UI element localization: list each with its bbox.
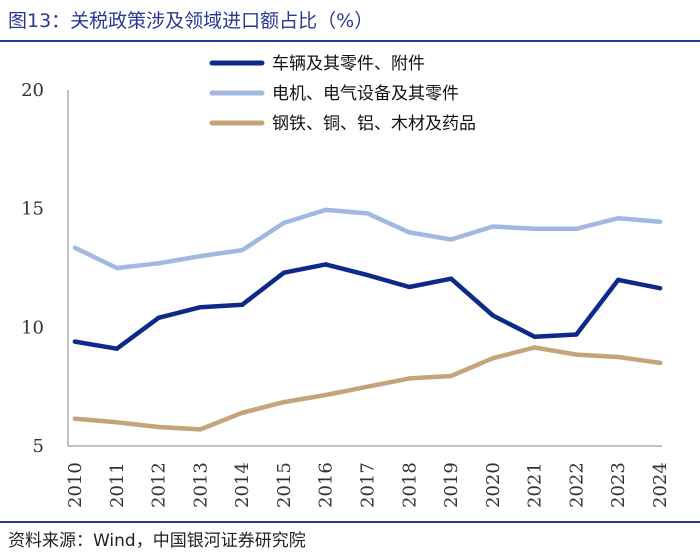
data-point: [365, 211, 370, 216]
data-point: [616, 216, 621, 221]
x-tick-label: 2015: [274, 462, 295, 508]
data-point: [323, 207, 328, 213]
data-point: [198, 427, 203, 432]
x-tick-label: 2016: [316, 462, 337, 508]
data-point: [239, 410, 245, 415]
x-tick-label: 2024: [650, 462, 671, 508]
legend-label: 电机、电气设备及其零件: [272, 84, 459, 104]
x-tick-label: 2013: [190, 462, 211, 508]
series-1: [72, 262, 663, 351]
data-point: [114, 265, 120, 271]
data-point: [532, 226, 537, 231]
data-point: [156, 424, 161, 430]
data-point: [323, 392, 328, 398]
data-point: [365, 272, 370, 278]
legend-label: 车辆及其零件、附件: [272, 54, 425, 74]
data-point: [407, 284, 412, 290]
data-point: [657, 360, 663, 366]
source-divider: [0, 521, 700, 523]
data-point: [72, 245, 78, 250]
data-point: [532, 345, 537, 350]
data-point: [198, 305, 203, 310]
x-tick-label: 2022: [566, 462, 587, 508]
y-tick-label: 5: [33, 436, 44, 457]
data-point: [574, 352, 579, 357]
chart-title: 图13：关税政策涉及领域进口额占比（%）: [8, 10, 374, 32]
x-tick-label: 2021: [525, 462, 546, 508]
x-tick-label: 2017: [358, 462, 379, 508]
data-point: [156, 315, 161, 320]
source-note: 资料来源：Wind，中国银河证券研究院: [8, 526, 306, 551]
x-tick-label: 2023: [608, 462, 629, 508]
x-tick-label: 2011: [107, 462, 128, 508]
data-point: [114, 420, 120, 425]
data-point: [114, 346, 120, 351]
series-2: [72, 207, 663, 271]
data-point: [365, 384, 370, 389]
data-point: [72, 416, 78, 421]
data-point: [574, 332, 579, 337]
line-chart: 5 10 15 20 2010 2011 2012 2013 2014 2015 2016 2017 2…: [21, 54, 671, 508]
chart-axes: 5 10 15 20 2010 2011 2012 2013 2014 2015 2016 2017 2…: [21, 80, 671, 508]
data-point: [281, 399, 287, 405]
x-tick-label: 2020: [483, 462, 504, 508]
data-point: [281, 270, 287, 275]
data-point: [323, 262, 328, 267]
data-point: [407, 230, 412, 235]
x-tick-label: 2010: [65, 462, 86, 508]
data-point: [657, 219, 663, 224]
series-layer: [72, 207, 663, 432]
y-tick-label: 15: [21, 199, 44, 220]
source-label: 资料来源：Wind，: [8, 531, 153, 551]
data-point: [490, 224, 496, 229]
data-point: [72, 339, 78, 344]
data-point: [490, 313, 496, 318]
data-point: [156, 261, 161, 266]
legend-item: 钢铁、铜、铝、木材及药品: [209, 114, 476, 134]
data-point: [616, 354, 621, 360]
series-line: [72, 207, 663, 271]
legend-label: 钢铁、铜、铝、木材及药品: [272, 114, 476, 134]
data-point: [448, 276, 454, 281]
x-tick-label: 2018: [399, 462, 420, 508]
data-point: [574, 226, 579, 231]
data-point: [448, 237, 454, 242]
data-point: [239, 302, 245, 307]
y-tick-label: 10: [21, 317, 44, 338]
x-tick-label: 2014: [232, 462, 253, 508]
y-tick-label: 20: [21, 80, 44, 101]
data-point: [407, 376, 412, 381]
legend-item: 电机、电气设备及其零件: [209, 84, 459, 104]
data-point: [532, 334, 537, 339]
data-point: [616, 277, 621, 283]
data-point: [657, 286, 663, 291]
source-org: 中国银河证券研究院: [152, 531, 306, 551]
data-point: [448, 373, 454, 379]
x-tick-label: 2019: [441, 462, 462, 508]
legend-item: 车辆及其零件、附件: [209, 54, 425, 74]
data-point: [281, 220, 287, 226]
data-point: [198, 253, 203, 259]
x-tick-label: 2012: [149, 462, 170, 508]
title-divider: [0, 40, 700, 42]
data-point: [490, 356, 496, 361]
data-point: [239, 248, 245, 253]
series-3: [72, 345, 663, 432]
